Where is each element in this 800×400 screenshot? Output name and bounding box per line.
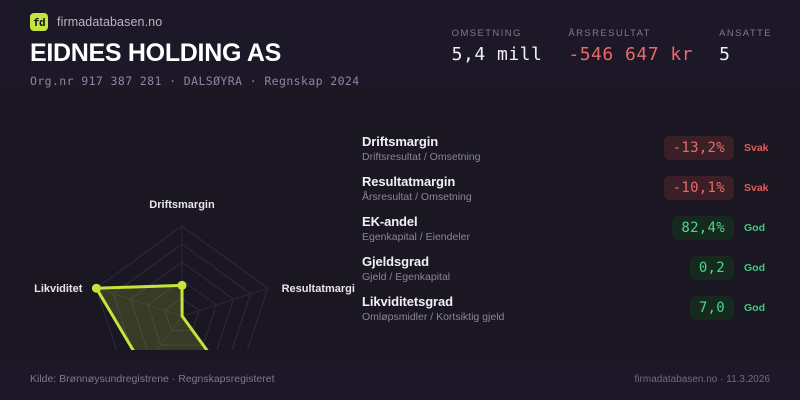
radar-spoke — [156, 315, 183, 350]
radar-grid-ring — [112, 243, 252, 350]
radar-chart-svg: DriftsmarginResultatmarginEK-andelGjelds… — [34, 199, 355, 350]
metric-value-badge: 0,2 — [689, 256, 734, 280]
footer-source: Kilde: Brønnøysundregistrene · Regnskaps… — [30, 373, 275, 385]
page-title: EIDNES HOLDING AS — [30, 39, 281, 67]
firmadatabasen-logo-icon: fd — [30, 13, 48, 31]
metric-formula: Årsresultat / Omsetning — [362, 190, 472, 203]
stat-value: 5 — [719, 44, 731, 65]
metric-value-badge: -10,1% — [663, 176, 734, 200]
status-badge: Svak — [744, 182, 769, 194]
radar-data-point — [177, 280, 187, 290]
stat-label: ÅRSRESULTAT — [568, 28, 651, 39]
metric-name: Likviditetsgrad — [362, 293, 453, 309]
status-badge: Svak — [744, 142, 769, 154]
stat-arsresultat: ÅRSRESULTAT -546 647 kr — [568, 28, 693, 65]
brand[interactable]: fd firmadatabasen.no — [30, 12, 770, 32]
metric-right: 7,0 God — [617, 296, 782, 320]
radar-axis-label: Likviditet — [34, 283, 83, 295]
stat-label: OMSETNING — [451, 28, 522, 39]
stat-ansatte: ANSATTE 5 — [719, 28, 772, 65]
stat-omsetning: OMSETNING 5,4 mill — [452, 28, 543, 65]
metric-value-badge: -13,2% — [663, 136, 734, 160]
metric-name: Driftsmargin — [362, 133, 439, 149]
radar-axis-labels: DriftsmarginResultatmarginEK-andelGjelds… — [34, 199, 355, 295]
metric-text: Likviditetsgrad Omløpsmidler / Kortsikti… — [362, 294, 617, 323]
metric-formula: Gjeld / Egenkapital — [362, 270, 451, 283]
radar-grid-ring — [164, 297, 200, 332]
radar-axis-label: Driftsmargin — [149, 199, 215, 211]
radar-grid — [95, 225, 269, 350]
footer-credit: firmadatabasen.no · 11.3.2026 — [634, 373, 770, 385]
metric-value-badge: 7,0 — [689, 296, 734, 320]
metric-text: EK-andel Egenkapital / Eiendeler — [362, 214, 617, 243]
header: fd firmadatabasen.no EIDNES HOLDING AS O… — [0, 0, 800, 88]
status-badge: God — [744, 262, 765, 274]
metric-text: Resultatmargin Årsresultat / Omsetning — [362, 174, 617, 203]
stat-value: 5,4 mill — [451, 44, 543, 65]
brand-name: firmadatabasen.no — [57, 15, 163, 29]
status-badge: God — [744, 222, 765, 234]
radar-series-area — [94, 283, 209, 350]
metric-text: Gjeldsgrad Gjeld / Egenkapital — [362, 254, 617, 283]
radar-grid-ring — [147, 279, 217, 346]
metric-row-ek-andel[interactable]: EK-andel Egenkapital / Eiendeler 82,4% G… — [362, 208, 782, 248]
metric-row-driftsmargin[interactable]: Driftsmargin Driftsresultat / Omsetning … — [362, 128, 782, 168]
radar-grid-ring — [95, 225, 269, 350]
radar-series-points — [91, 280, 187, 293]
metric-formula: Omløpsmidler / Kortsiktig gjeld — [362, 310, 505, 323]
metric-name: Gjeldsgrad — [362, 253, 429, 269]
metric-value-badge: 82,4% — [672, 216, 734, 240]
metric-row-likviditetsgrad[interactable]: Likviditetsgrad Omløpsmidler / Kortsikti… — [362, 288, 782, 328]
stat-label: ANSATTE — [719, 28, 772, 39]
metric-formula: Egenkapital / Eiendeler — [362, 230, 470, 243]
radar-spoke — [96, 287, 183, 317]
radar-spoke — [181, 287, 268, 317]
status-badge: God — [744, 302, 765, 314]
metric-row-gjeldsgrad[interactable]: Gjeldsgrad Gjeld / Egenkapital 0,2 God — [362, 248, 782, 288]
radar-data-point — [91, 283, 101, 293]
metric-name: Resultatmargin — [362, 173, 456, 189]
metrics-list: Driftsmargin Driftsresultat / Omsetning … — [362, 128, 782, 328]
metric-row-resultatmargin[interactable]: Resultatmargin Årsresultat / Omsetning -… — [362, 168, 782, 208]
radar-axis-label: Resultatmargin — [282, 283, 355, 295]
metric-formula: Driftsresultat / Omsetning — [362, 150, 481, 163]
footer: Kilde: Brønnøysundregistrene · Regnskaps… — [0, 358, 800, 400]
metric-right: 0,2 God — [617, 256, 782, 280]
company-meta: Org.nr 917 387 281 · DALSØYRA · Regnskap… — [30, 74, 360, 88]
metric-text: Driftsmargin Driftsresultat / Omsetning — [362, 134, 617, 163]
radar-grid-ring — [130, 261, 234, 350]
metric-right: -13,2% Svak — [617, 136, 782, 160]
metric-right: -10,1% Svak — [617, 176, 782, 200]
radar-chart: DriftsmarginResultatmarginEK-andelGjelds… — [0, 88, 355, 350]
metric-right: 82,4% God — [617, 216, 782, 240]
header-stats: OMSETNING 5,4 mill ÅRSRESULTAT -546 647 … — [452, 28, 772, 65]
stat-value: -546 647 kr — [568, 44, 694, 65]
metric-name: EK-andel — [362, 213, 418, 229]
